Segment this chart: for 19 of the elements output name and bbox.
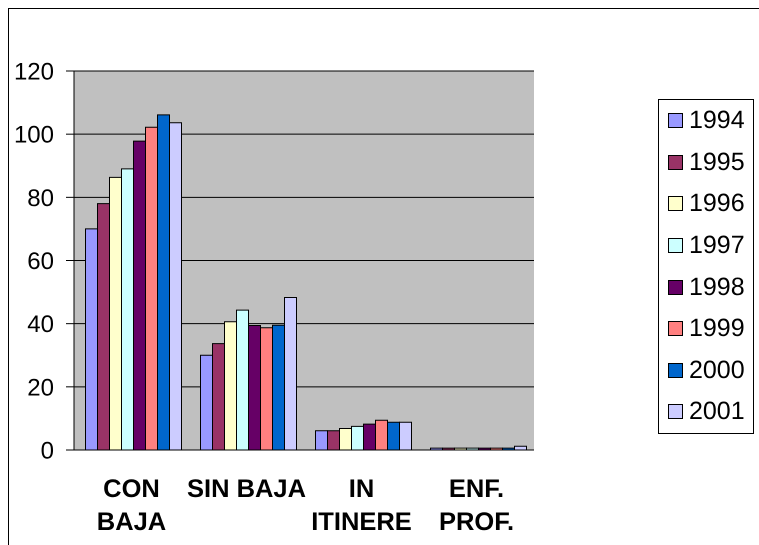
legend-label: 1998 (689, 272, 745, 302)
y-tick-label: 60 (27, 248, 54, 276)
x-tick-label: CON BAJA (96, 475, 166, 536)
legend-label: 2001 (689, 397, 745, 426)
legend-label: 2000 (689, 356, 745, 385)
legend-label: 1999 (689, 314, 745, 344)
y-tick-label: 20 (27, 374, 54, 402)
x-tick-label: SIN BAJA (186, 475, 306, 503)
y-tick-label: 80 (27, 184, 54, 212)
x-tick-label: ENF. PROF. (438, 475, 514, 536)
y-tick-label: 120 (14, 58, 54, 86)
legend-label: 1994 (689, 106, 745, 136)
x-tick-label: IN ITINERE (311, 475, 412, 536)
y-tick-label: 0 (40, 438, 54, 465)
legend-label: 1995 (689, 148, 745, 177)
legend-label: 1996 (689, 189, 745, 218)
y-tick-label: 100 (14, 122, 54, 149)
y-tick-label: 40 (27, 311, 54, 338)
legend-label: 1997 (689, 231, 745, 260)
